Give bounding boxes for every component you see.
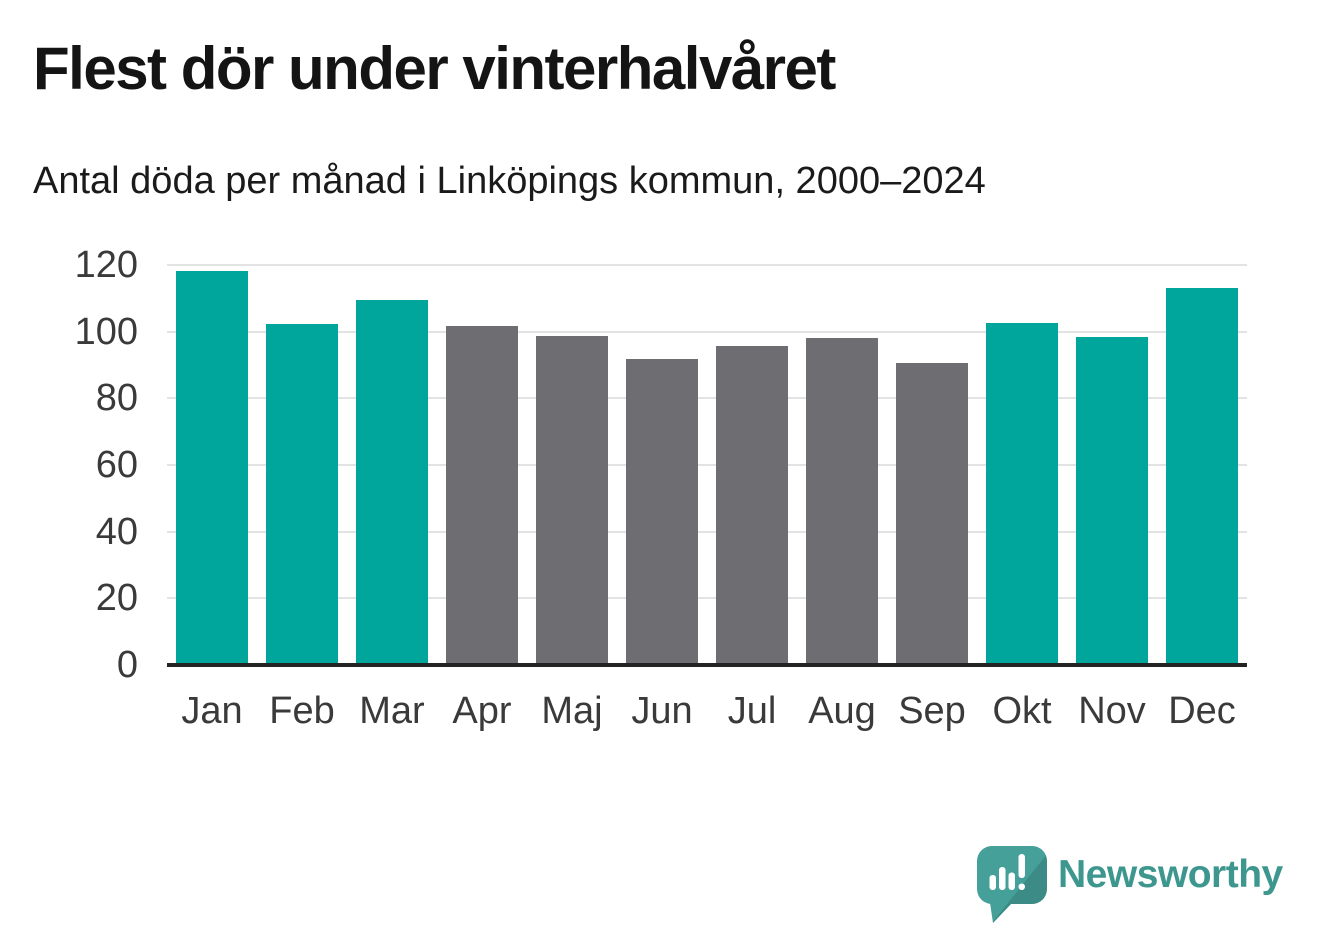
bar-okt [986,322,1058,665]
gridline-120 [167,264,1247,266]
bar-maj [536,336,608,665]
x-tick-label-maj: Maj [541,690,603,732]
x-tick-label-jun: Jun [631,690,693,732]
newsworthy-logo-text: Newsworthy [1058,853,1283,896]
bar-apr [446,326,518,665]
x-tick-label-aug: Aug [808,690,876,732]
x-tick-label-mar: Mar [359,690,425,732]
x-tick-label-apr: Apr [452,690,512,732]
exclamation-dot [1018,883,1025,890]
y-tick-label-20: 20 [95,577,138,620]
x-tick-label-sep: Sep [898,690,966,732]
bar-mar [356,300,428,665]
x-tick-label-dec: Dec [1168,690,1236,732]
y-tick-label-0: 0 [116,644,138,686]
bar-jul [716,345,788,665]
x-axis-line [167,663,1247,667]
newsworthy-logo: Newsworthy [977,846,1283,924]
bar-feb [266,323,338,665]
y-tick-label-40: 40 [95,510,138,553]
y-tick-label-80: 80 [95,377,138,420]
bar-nov [1076,337,1148,665]
y-tick-label-100: 100 [74,310,138,353]
bar-dec [1166,287,1238,665]
newsworthy-speech-bubble-icon [977,846,1047,923]
y-tick-label-60: 60 [95,444,138,486]
bar-jun [626,359,698,665]
x-tick-label-jul: Jul [727,690,777,732]
gridline-20 [167,597,1247,600]
gridline-40 [167,530,1247,533]
x-tick-label-nov: Nov [1078,690,1146,732]
plot-area [167,264,1247,667]
x-tick-label-okt: Okt [992,690,1052,732]
y-axis-tick-labels: 0 20 40 60 80 100 120 [30,246,138,684]
bar-aug [806,338,878,665]
bar-jan [176,270,248,665]
bar-sep [896,363,968,665]
gridline-80 [167,397,1247,400]
exclamation-bar [1018,854,1025,878]
chart-subtitle: Antal döda per månad i Linköpings kommun… [33,160,986,202]
chart-title: Flest dör under vinterhalvåret [33,35,836,102]
x-axis-tick-labels: Jan Feb Mar Apr Maj Jun Jul Aug Sep Okt Nov Dec [167,688,1247,734]
x-tick-label-feb: Feb [269,690,335,732]
mini-bar-chart-glyph [989,854,1025,890]
x-tick-label-jan: Jan [181,690,243,732]
y-tick-label-120: 120 [74,244,138,286]
gridline-60 [167,464,1247,466]
gridline-100 [167,330,1247,333]
